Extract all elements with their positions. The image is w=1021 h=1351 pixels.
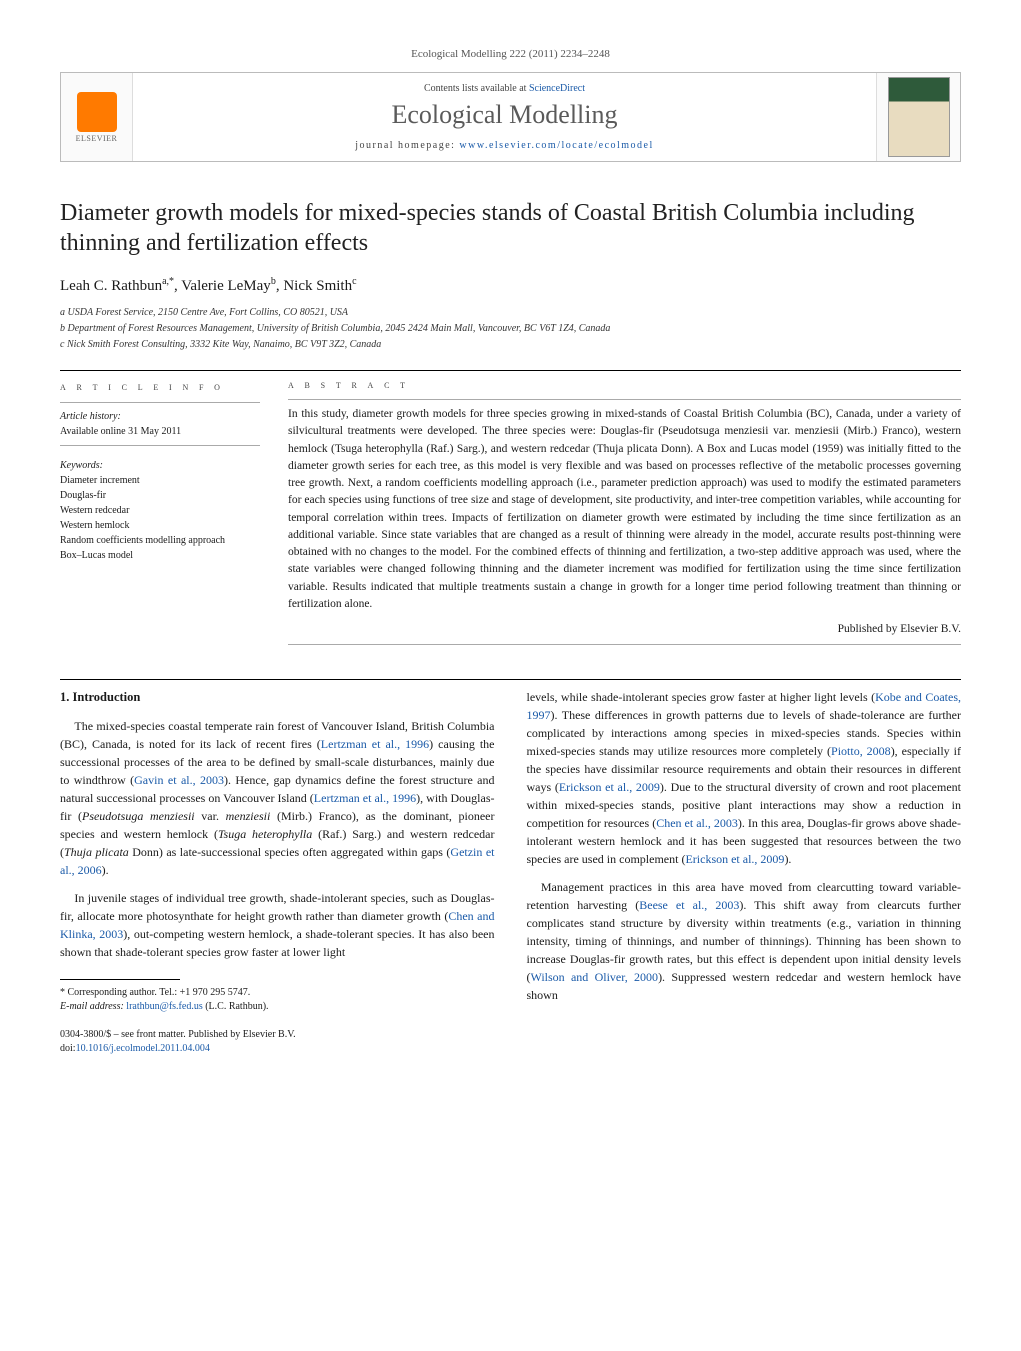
history-label: Article history:	[60, 409, 260, 424]
species-name: Thuja plicata	[64, 845, 129, 859]
elsevier-label: ELSEVIER	[76, 134, 118, 143]
article-title: Diameter growth models for mixed-species…	[60, 198, 961, 258]
divider	[60, 370, 961, 371]
text-run: var.	[195, 809, 226, 823]
divider-thin	[60, 445, 260, 446]
keyword: Diameter increment	[60, 473, 260, 488]
body-paragraph: The mixed-species coastal temperate rain…	[60, 717, 495, 879]
citation-link[interactable]: Lertzman et al., 1996	[314, 791, 416, 805]
text-run: ).	[102, 863, 109, 877]
species-name: menziesii	[226, 809, 271, 823]
citation-link[interactable]: Erickson et al., 2009	[685, 852, 784, 866]
elsevier-tree-icon	[77, 92, 117, 132]
citation-link[interactable]: Wilson and Oliver, 2000	[531, 970, 659, 984]
history-line: Available online 31 May 2011	[60, 424, 260, 439]
body-column-right: levels, while shade-intolerant species g…	[527, 688, 962, 1014]
article-info-heading: a r t i c l e i n f o	[60, 379, 260, 396]
author-list: Leah C. Rathbuna,*, Valerie LeMayb, Nick…	[60, 276, 961, 295]
journal-header-center: Contents lists available at ScienceDirec…	[133, 73, 876, 161]
sciencedirect-link[interactable]: ScienceDirect	[529, 83, 585, 94]
author-name: Leah C. Rathbun	[60, 278, 162, 294]
section-heading: 1. Introduction	[60, 688, 495, 707]
keyword: Douglas-fir	[60, 488, 260, 503]
contents-prefix: Contents lists available at	[424, 83, 529, 94]
bottom-meta: 0304-3800/$ – see front matter. Publishe…	[60, 1028, 961, 1056]
keyword: Western redcedar	[60, 503, 260, 518]
keywords-label: Keywords:	[60, 458, 260, 473]
homepage-link[interactable]: www.elsevier.com/locate/ecolmodel	[459, 140, 653, 151]
journal-cover-thumbnail	[888, 77, 950, 157]
keyword: Western hemlock	[60, 518, 260, 533]
journal-name: Ecological Modelling	[141, 100, 868, 130]
affiliations: a USDA Forest Service, 2150 Centre Ave, …	[60, 305, 961, 352]
body-paragraph: In juvenile stages of individual tree gr…	[60, 889, 495, 961]
citation-link[interactable]: Lertzman et al., 1996	[321, 737, 429, 751]
keyword: Box–Lucas model	[60, 548, 260, 563]
author-name: Nick Smith	[283, 278, 352, 294]
journal-cover-cell	[876, 73, 960, 161]
footnote-divider	[60, 979, 180, 980]
affiliation-line: a USDA Forest Service, 2150 Centre Ave, …	[60, 305, 961, 320]
doi-link[interactable]: 10.1016/j.ecolmodel.2011.04.004	[76, 1043, 210, 1054]
citation-link[interactable]: Erickson et al., 2009	[559, 780, 660, 794]
citation-link[interactable]: Piotto, 2008	[831, 744, 891, 758]
contents-line: Contents lists available at ScienceDirec…	[141, 83, 868, 94]
email-label: E-mail address:	[60, 1001, 126, 1012]
article-info-column: a r t i c l e i n f o Article history: A…	[60, 379, 260, 651]
author-affil-sup: c	[352, 276, 356, 287]
affiliation-line: b Department of Forest Resources Managem…	[60, 321, 961, 336]
text-run: In juvenile stages of individual tree gr…	[60, 891, 495, 923]
text-run: levels, while shade-intolerant species g…	[527, 690, 876, 704]
corr-line: * Corresponding author. Tel.: +1 970 295…	[60, 986, 495, 1000]
body-paragraph: levels, while shade-intolerant species g…	[527, 688, 962, 868]
text-run: Donn) as late-successional species often…	[129, 845, 451, 859]
doi-line: doi:10.1016/j.ecolmodel.2011.04.004	[60, 1042, 961, 1056]
divider-thin	[288, 644, 961, 645]
email-suffix: (L.C. Rathbun).	[203, 1001, 269, 1012]
corr-email-line: E-mail address: lrathbun@fs.fed.us (L.C.…	[60, 1000, 495, 1014]
citation-link[interactable]: Chen et al., 2003	[656, 816, 738, 830]
elsevier-logo: ELSEVIER	[76, 92, 118, 143]
body-column-left: 1. Introduction The mixed-species coasta…	[60, 688, 495, 1014]
text-run: ), out-competing western hemlock, a shad…	[60, 927, 495, 959]
text-run: ).	[784, 852, 791, 866]
homepage-prefix: journal homepage:	[355, 140, 459, 151]
author-name: Valerie LeMay	[181, 278, 271, 294]
citation-link[interactable]: Beese et al., 2003	[639, 898, 739, 912]
affiliation-line: c Nick Smith Forest Consulting, 3332 Kit…	[60, 337, 961, 352]
species-name: Pseudotsuga menziesii	[82, 809, 195, 823]
divider	[60, 679, 961, 680]
author-affil-sup: a,*	[162, 276, 174, 287]
homepage-line: journal homepage: www.elsevier.com/locat…	[141, 140, 868, 151]
divider-thin	[60, 402, 260, 403]
abstract-text: In this study, diameter growth models fo…	[288, 406, 961, 638]
published-by: Published by Elsevier B.V.	[288, 621, 961, 638]
journal-header-box: ELSEVIER Contents lists available at Sci…	[60, 72, 961, 162]
abstract-heading: a b s t r a c t	[288, 379, 961, 391]
keyword: Random coefficients modelling approach	[60, 533, 260, 548]
citation-link[interactable]: Gavin et al., 2003	[134, 773, 224, 787]
abstract-column: a b s t r a c t In this study, diameter …	[288, 379, 961, 651]
publisher-logo-cell: ELSEVIER	[61, 73, 133, 161]
divider-thin	[288, 399, 961, 400]
front-matter-line: 0304-3800/$ – see front matter. Publishe…	[60, 1028, 961, 1042]
corresponding-author: * Corresponding author. Tel.: +1 970 295…	[60, 986, 495, 1014]
author-affil-sup: b	[271, 276, 276, 287]
body-columns: 1. Introduction The mixed-species coasta…	[60, 688, 961, 1014]
species-name: Tsuga heterophylla	[218, 827, 312, 841]
info-abstract-row: a r t i c l e i n f o Article history: A…	[60, 379, 961, 651]
journal-reference: Ecological Modelling 222 (2011) 2234–224…	[60, 48, 961, 60]
doi-prefix: doi:	[60, 1043, 76, 1054]
abstract-body: In this study, diameter growth models fo…	[288, 408, 961, 610]
email-link[interactable]: lrathbun@fs.fed.us	[126, 1001, 202, 1012]
body-paragraph: Management practices in this area have m…	[527, 878, 962, 1004]
